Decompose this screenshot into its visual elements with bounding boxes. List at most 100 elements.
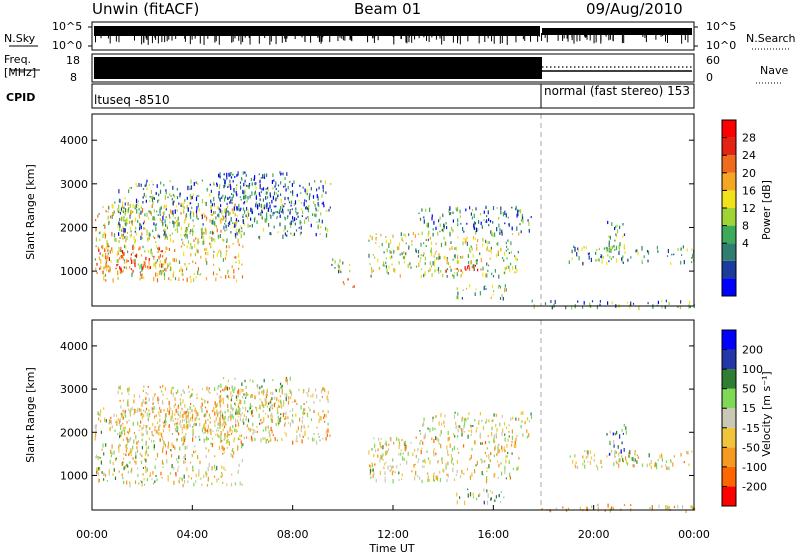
data-cell xyxy=(165,246,167,251)
data-cell xyxy=(417,255,420,258)
data-cell xyxy=(316,194,318,198)
data-cell xyxy=(419,259,421,263)
data-cell xyxy=(371,469,373,472)
data-cell xyxy=(161,269,163,274)
colorbar-tick-label: -15 xyxy=(742,422,760,435)
data-cell xyxy=(197,455,199,460)
data-cell xyxy=(270,391,272,395)
data-cell xyxy=(116,421,118,426)
data-cell xyxy=(398,445,400,449)
data-cell xyxy=(321,202,323,205)
data-cell xyxy=(476,427,478,429)
colorbar-tick-label: 50 xyxy=(742,383,756,396)
x-tick-label: 04:00 xyxy=(176,528,208,541)
data-cell xyxy=(271,415,273,419)
data-cell xyxy=(615,234,618,238)
data-cell xyxy=(324,180,326,185)
data-cell xyxy=(227,408,229,413)
data-cell xyxy=(609,246,611,250)
y-tick-label: 2000 xyxy=(60,221,88,234)
data-cell xyxy=(193,272,195,275)
data-cell xyxy=(164,251,166,253)
data-cell xyxy=(495,432,497,437)
data-cell xyxy=(280,210,282,213)
data-cell xyxy=(187,207,189,212)
data-cell xyxy=(95,245,97,248)
data-cell xyxy=(148,397,150,402)
data-cell xyxy=(613,244,615,248)
data-cell xyxy=(519,209,522,214)
data-cell xyxy=(465,418,467,422)
data-cell xyxy=(203,424,205,430)
data-cell xyxy=(322,387,324,391)
data-cell xyxy=(172,240,174,243)
data-cell xyxy=(387,272,389,275)
data-cell xyxy=(634,450,636,453)
data-cell xyxy=(137,467,139,470)
data-cell xyxy=(167,196,169,199)
data-cell xyxy=(130,253,132,256)
data-cell xyxy=(148,258,150,261)
data-cell xyxy=(516,434,518,438)
data-cell xyxy=(404,234,407,238)
data-cell xyxy=(284,203,286,205)
data-cell xyxy=(161,477,163,479)
data-cell xyxy=(121,250,123,253)
data-cell xyxy=(244,179,246,183)
data-cell xyxy=(577,249,579,252)
data-cell xyxy=(125,245,127,249)
data-cell xyxy=(643,255,645,259)
data-cell xyxy=(129,214,131,219)
data-cell xyxy=(318,436,320,438)
data-cell xyxy=(102,253,104,258)
data-cell xyxy=(98,478,100,483)
data-cell xyxy=(270,399,272,404)
data-cell xyxy=(176,229,179,233)
data-cell xyxy=(130,257,132,261)
data-cell xyxy=(265,196,267,200)
data-cell xyxy=(507,216,509,219)
data-cell xyxy=(158,398,160,401)
data-cell xyxy=(174,249,176,252)
plot-title: Unwin (fitACF) xyxy=(92,0,200,18)
data-cell xyxy=(184,457,186,461)
data-cell xyxy=(260,422,262,425)
data-cell xyxy=(254,406,257,409)
data-cell xyxy=(224,433,226,436)
data-cell xyxy=(172,273,174,278)
data-cell xyxy=(232,407,234,411)
data-cell xyxy=(184,263,186,266)
data-cell xyxy=(469,250,471,253)
data-cell xyxy=(115,267,117,270)
data-cell xyxy=(491,233,493,236)
data-cell xyxy=(451,448,454,452)
data-cell xyxy=(261,402,263,407)
data-cell xyxy=(159,386,161,389)
data-cell xyxy=(541,507,543,511)
data-cell xyxy=(169,266,172,272)
data-cell xyxy=(496,453,498,456)
data-cell xyxy=(463,472,465,475)
data-cell xyxy=(431,274,433,277)
data-cell xyxy=(484,451,486,455)
data-cell xyxy=(275,211,277,213)
data-cell xyxy=(474,441,476,445)
data-cell xyxy=(417,249,420,254)
data-cell xyxy=(481,442,483,445)
data-cell xyxy=(608,243,610,248)
data-cell xyxy=(329,206,331,209)
data-cell xyxy=(313,400,315,404)
data-cell xyxy=(210,244,212,249)
data-cell xyxy=(239,481,241,486)
data-cell xyxy=(177,389,179,394)
data-cell xyxy=(262,393,264,396)
data-cell xyxy=(496,454,498,457)
data-cell xyxy=(132,244,134,247)
data-cell xyxy=(249,407,252,409)
data-cell xyxy=(479,252,481,256)
data-cell xyxy=(503,422,506,426)
data-cell xyxy=(414,234,416,238)
data-cell xyxy=(122,399,125,402)
data-cell xyxy=(280,193,282,196)
data-cell xyxy=(280,403,282,407)
